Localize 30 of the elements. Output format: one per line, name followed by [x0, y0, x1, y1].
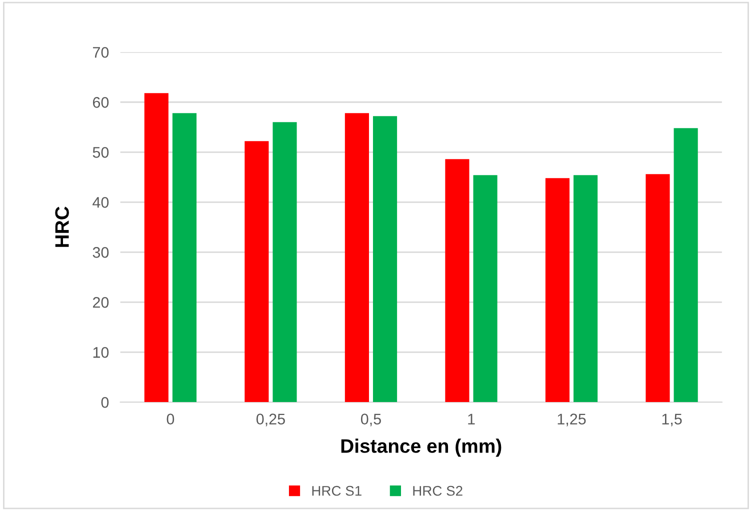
bar: [344, 113, 369, 402]
y-tick-label: 40: [92, 197, 109, 208]
y-tick-label: 0: [101, 397, 109, 408]
x-tick-label: 1,25: [558, 414, 586, 426]
y-tick-label: 20: [92, 297, 109, 308]
bar: [272, 122, 297, 402]
bar: [445, 159, 470, 402]
bar: [574, 175, 598, 402]
bar: [646, 174, 670, 402]
x-tick-label: 1: [468, 414, 475, 424]
x-tick-label: 1,5: [662, 414, 682, 426]
bar: [144, 93, 168, 402]
x-tick-label: 0,5: [360, 414, 381, 426]
y-tick-label: 50: [92, 147, 109, 158]
bar: [372, 116, 398, 402]
y-tick-label: 30: [92, 247, 109, 258]
y-tick-label: 70: [93, 46, 109, 58]
y-tick-label: 60: [92, 96, 109, 108]
bar: [172, 113, 197, 402]
legend-label: HRC S2: [413, 486, 462, 496]
y-tick-label: 10: [93, 347, 109, 358]
legend-label: HRC S1: [312, 486, 362, 496]
bar: [674, 128, 698, 402]
bar: [545, 178, 570, 402]
bar: [244, 141, 269, 402]
bar: [473, 175, 498, 402]
x-axis-title: Distance en (mm): [341, 438, 502, 457]
y-axis-title: HRC: [55, 206, 69, 247]
x-tick-label: 0,25: [256, 414, 285, 426]
x-tick-label: 0: [166, 414, 174, 424]
